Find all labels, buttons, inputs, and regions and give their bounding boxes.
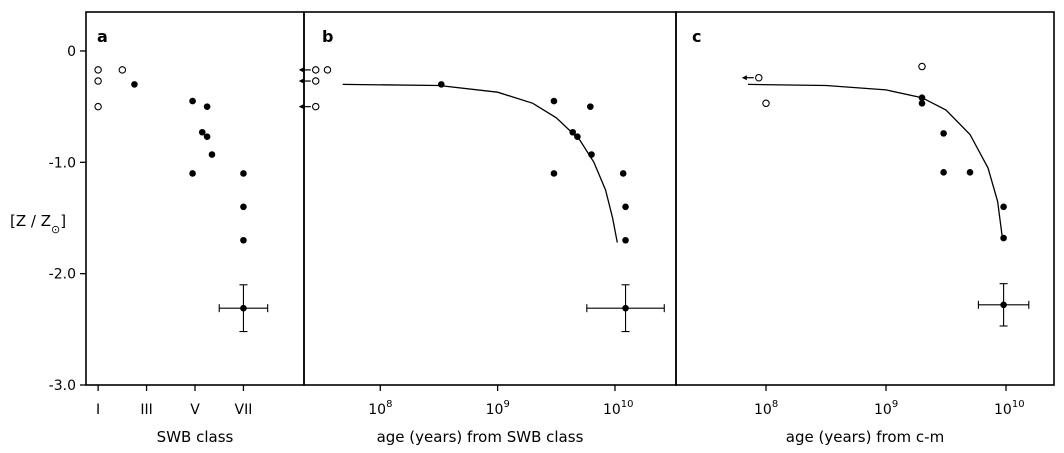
panel-b-xlabel: age (years) from SWB class (377, 428, 584, 446)
error-bar-point (622, 304, 629, 312)
y-axis-label-end: ] (60, 212, 66, 230)
x-tick-label: 1010 (994, 399, 1025, 418)
open-point (755, 73, 763, 82)
filled-point (240, 203, 247, 211)
panel-c: 108 109 1010 (741, 62, 1030, 418)
panel-a-frame (85, 11, 305, 386)
open-point (118, 66, 127, 74)
filled-point (189, 170, 196, 177)
x-tick-label: 109 (486, 399, 510, 418)
y-tick-label: -2.0 (49, 267, 76, 283)
y-axis-label-main: [Z / Z (10, 212, 51, 230)
y-axis-label: [Z / Z⊙] (10, 212, 66, 236)
filled-point (437, 81, 445, 88)
limit-arrow-head (298, 78, 304, 84)
open-point (311, 102, 320, 111)
x-tick-label: I (96, 402, 100, 418)
panel-c-xlabel: age (years) from c-m (786, 428, 944, 446)
open-point (918, 62, 926, 71)
open-point (94, 66, 102, 74)
open-point (311, 77, 320, 85)
panel-a-xlabel: SWB class (157, 428, 234, 446)
y-tick-label: -1.0 (49, 155, 76, 171)
filled-point (1000, 234, 1007, 242)
filled-point (622, 236, 629, 244)
y-axis-label-sub: ⊙ (51, 223, 60, 236)
open-point (311, 66, 320, 74)
filled-point (550, 170, 558, 177)
fit-curve (342, 83, 618, 243)
panel-c-frame (675, 11, 1055, 386)
panel-b-letter: b (322, 27, 333, 46)
x-tick-label: 109 (874, 399, 898, 418)
error-bar-point (240, 304, 247, 312)
y-tick-label: -3.0 (49, 378, 76, 394)
filled-point (569, 128, 577, 136)
limit-arrow-head (741, 75, 747, 81)
filled-point (208, 151, 216, 158)
open-point (762, 99, 770, 108)
filled-point (240, 236, 247, 244)
filled-point (587, 103, 594, 110)
open-point (94, 77, 102, 85)
limit-arrow-head (298, 104, 304, 110)
filled-point (131, 81, 138, 88)
filled-point (550, 97, 558, 105)
filled-point (203, 103, 211, 110)
filled-point (198, 128, 206, 136)
filled-point (918, 94, 926, 102)
panel-b-frame (303, 11, 677, 386)
x-tick-label: 108 (754, 399, 778, 418)
filled-point (588, 151, 595, 158)
filled-point (203, 133, 211, 141)
y-tick-label: 0 (67, 44, 76, 60)
x-tick-label: 108 (368, 399, 392, 418)
error-bar-point (1000, 301, 1007, 309)
filled-point (918, 100, 926, 107)
filled-point (622, 203, 629, 211)
filled-point (240, 170, 247, 177)
y-axis: 0 -1.0 -2.0 -3.0 (49, 44, 86, 394)
open-point (323, 66, 332, 74)
filled-point (619, 170, 627, 177)
filled-point (966, 169, 974, 176)
fit-curve (747, 83, 1004, 239)
panel-a-letter: a (97, 27, 108, 46)
panel-c-letter: c (692, 27, 701, 46)
x-tick-label: VII (235, 402, 253, 418)
panel-a: I III V VII (94, 66, 269, 418)
filled-point (1000, 203, 1007, 211)
filled-point (189, 97, 196, 105)
x-tick-label: 1010 (603, 399, 634, 418)
filled-point (940, 130, 947, 137)
x-tick-label: V (190, 402, 200, 418)
limit-arrow-head (298, 67, 304, 73)
open-point (94, 102, 102, 111)
x-tick-label: III (140, 402, 152, 418)
filled-point (574, 133, 581, 141)
filled-point (940, 169, 947, 176)
panel-b: 108 109 1010 (298, 66, 665, 418)
